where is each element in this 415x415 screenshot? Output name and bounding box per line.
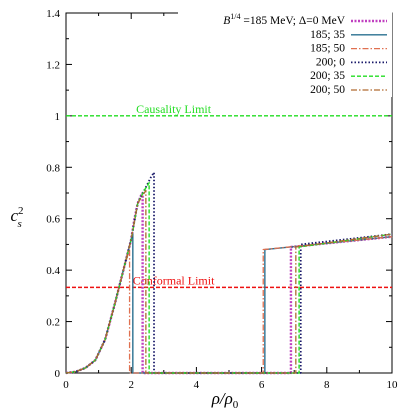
y-tick-label: 0.8 [46,162,60,174]
y-tick-label: 0 [55,368,61,380]
x-tick-label: 10 [387,379,399,391]
y-tick-label: 0.6 [46,214,60,226]
y-tick-label: 0.2 [46,317,60,329]
legend-label: 185; 35 [310,29,345,41]
reference-label-bg [123,102,225,115]
legend-label: B1/4 =185 MeV; Δ=0 MeV [223,12,345,27]
legend-label: 200; 35 [310,70,345,82]
legend-box [178,12,392,97]
x-tick-label: 0 [63,379,69,391]
y-tick-label: 0.4 [46,265,60,277]
reference-label: Causality Limit [136,102,212,116]
x-axis-label: ρ/ρ0 [211,389,239,411]
y-tick-label: 1.2 [46,59,60,71]
x-tick-label: 4 [194,379,200,391]
x-tick-label: 6 [259,379,265,391]
reference-label: Conformal Limit [133,273,215,287]
legend-label: 200; 0 [316,56,345,68]
legend-label: 185; 50 [310,43,345,55]
reference-label-bg [123,274,225,287]
y-tick-label: 1.4 [46,8,60,20]
series-line-6 [65,189,393,374]
legend-label: 200; 50 [310,84,345,96]
y-axis-label: c2 s [10,205,23,230]
x-tick-label: 8 [324,379,330,391]
y-tick-label: 1 [55,111,61,123]
x-tick-label: 2 [128,379,134,391]
